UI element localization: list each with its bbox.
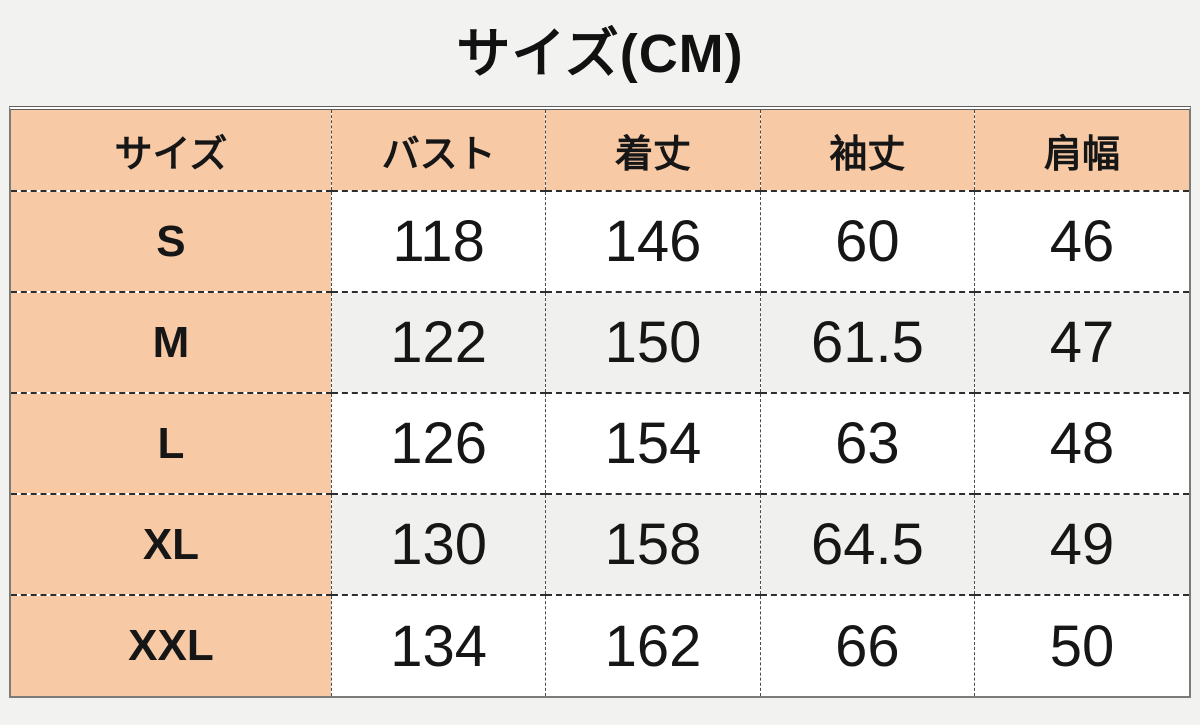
size-label: M	[11, 291, 332, 393]
value-cell: 146	[545, 190, 761, 292]
value-cell: 66	[759, 594, 975, 696]
page-title: サイズ(CM)	[456, 24, 744, 84]
table-row-s: S 118 146 60 46	[11, 190, 1189, 292]
value-cell: 60	[759, 190, 975, 292]
header-cell-size: サイズ	[11, 110, 332, 191]
header-cell-length: 着丈	[545, 110, 761, 191]
header-row: サイズ バスト 着丈 袖丈 肩幅	[11, 110, 1189, 191]
value-cell: 47	[974, 291, 1189, 393]
value-cell: 61.5	[759, 291, 975, 393]
value-cell: 64.5	[759, 493, 975, 595]
value-cell: 63	[759, 392, 975, 494]
header-cell-bust: バスト	[330, 110, 546, 191]
value-cell: 158	[545, 493, 761, 595]
value-cell: 50	[974, 594, 1189, 696]
table-row-xl: XL 130 158 64.5 49	[11, 493, 1189, 595]
size-label: XL	[11, 493, 332, 595]
size-chart-frame: サイズ バスト 着丈 袖丈 肩幅 S 118 146 60 46 M 122	[9, 106, 1191, 698]
value-cell: 162	[545, 594, 761, 696]
value-cell: 49	[974, 493, 1189, 595]
size-label: S	[11, 190, 332, 292]
size-chart-table: サイズ バスト 着丈 袖丈 肩幅 S 118 146 60 46 M 122	[11, 110, 1189, 696]
header-cell-shoulder: 肩幅	[974, 110, 1189, 191]
value-cell: 154	[545, 392, 761, 494]
table-row-xxl: XXL 134 162 66 50	[11, 594, 1189, 696]
table-row-l: L 126 154 63 48	[11, 392, 1189, 494]
value-cell: 126	[330, 392, 546, 494]
value-cell: 46	[974, 190, 1189, 292]
value-cell: 134	[330, 594, 546, 696]
value-cell: 122	[330, 291, 546, 393]
size-label: XXL	[11, 594, 332, 696]
value-cell: 118	[330, 190, 546, 292]
table-row-m: M 122 150 61.5 47	[11, 291, 1189, 393]
value-cell: 48	[974, 392, 1189, 494]
value-cell: 150	[545, 291, 761, 393]
size-label: L	[11, 392, 332, 494]
value-cell: 130	[330, 493, 546, 595]
header-cell-sleeve: 袖丈	[759, 110, 975, 191]
